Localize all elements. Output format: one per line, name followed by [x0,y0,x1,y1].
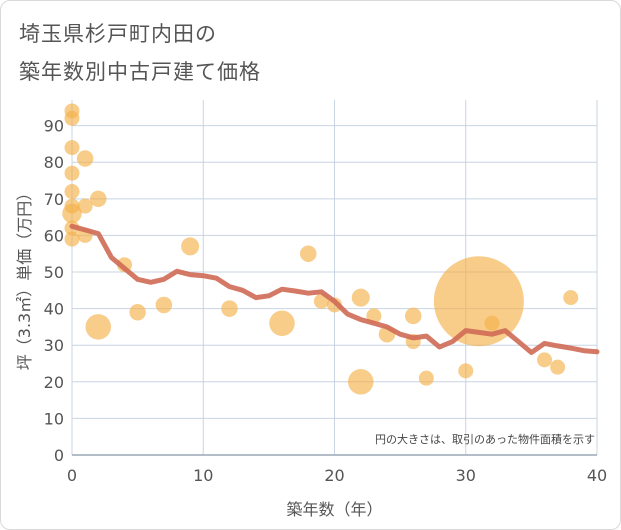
data-point [221,300,238,317]
data-point [64,231,80,247]
y-axis-label: 坪（3.3㎡）単価（万円） [15,185,34,370]
y-tick-label: 60 [44,226,64,245]
data-point [300,245,317,262]
data-point [269,310,295,336]
x-tick-label: 30 [456,466,476,485]
data-point [64,165,80,181]
data-point [405,307,422,325]
trend-line [69,223,600,355]
y-tick-label: 40 [44,300,64,319]
data-point [64,183,80,199]
y-tick-label: 20 [44,373,64,392]
x-tick-label: 0 [67,466,77,485]
size-annotation: 円の大きさは、取引のあった物件面積を示す [375,432,595,446]
y-axis-ticks: 0 10 20 30 40 50 60 70 80 90 [44,117,64,465]
y-tick-label: 50 [44,263,64,282]
x-tick-label: 20 [324,466,344,485]
data-point [181,237,200,256]
data-point [129,304,146,321]
data-points [62,103,579,395]
data-point [550,359,566,375]
data-point [348,369,374,395]
data-point [458,363,474,379]
data-point [484,315,500,331]
x-axis-ticks: 0 10 20 30 40 [67,466,607,485]
x-tick-label: 40 [587,466,607,485]
y-tick-label: 30 [44,336,64,355]
y-tick-label: 80 [44,153,64,172]
data-point [62,203,82,224]
y-tick-label: 90 [44,117,64,136]
data-point [351,288,370,307]
data-point [76,150,94,167]
chart-title-line-2: 築年数別中古戸建て価格 [19,60,261,84]
y-tick-label: 10 [44,409,64,428]
chart-title-line-1: 埼玉県杉戸町内田の [19,22,217,46]
data-point [90,190,107,208]
grid-lines [71,100,598,455]
data-point [563,290,579,306]
y-tick-label: 70 [44,190,64,209]
data-point [64,110,80,126]
chart-title: 埼玉県杉戸町内田の 築年数別中古戸建て価格 [19,15,261,91]
data-point [537,352,552,368]
x-axis-label: 築年数（年） [286,500,382,519]
data-point [433,256,524,347]
data-point [64,140,80,156]
data-point [85,314,111,340]
data-point [155,296,173,314]
x-tick-label: 10 [193,466,213,485]
y-tick-label: 0 [54,446,64,465]
data-point [418,370,434,386]
data-point [77,198,93,214]
